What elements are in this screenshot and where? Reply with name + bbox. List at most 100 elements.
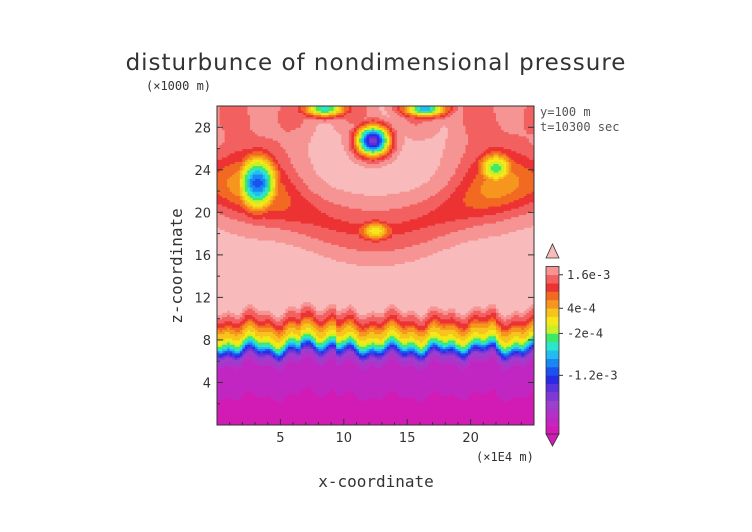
contour-cell bbox=[437, 305, 474, 309]
contour-cell bbox=[320, 350, 325, 354]
contour-cell bbox=[364, 140, 368, 143]
contour-cell bbox=[359, 367, 368, 371]
contour-cell bbox=[318, 352, 325, 356]
contour-cell bbox=[455, 186, 469, 190]
contour-cell bbox=[430, 352, 441, 356]
contour-cell bbox=[343, 112, 347, 116]
contour-cell bbox=[303, 333, 312, 337]
contour-cell bbox=[457, 331, 469, 335]
contour-cell bbox=[501, 359, 510, 362]
contour-cell bbox=[369, 229, 383, 233]
contour-cell bbox=[303, 180, 327, 184]
contour-cell bbox=[480, 184, 520, 188]
contour-cell bbox=[341, 329, 358, 333]
contour-cell bbox=[242, 191, 246, 194]
contour-cell bbox=[265, 178, 269, 182]
contour-cell bbox=[359, 123, 365, 126]
contour-cell bbox=[219, 169, 238, 173]
contour-cell bbox=[351, 131, 355, 135]
contour-cell bbox=[468, 322, 472, 326]
contour-cell bbox=[249, 186, 254, 190]
contour-cell bbox=[262, 180, 266, 184]
contour-cell bbox=[427, 325, 434, 328]
contour-cell bbox=[470, 165, 479, 169]
contour-cell bbox=[361, 327, 365, 330]
contour-cell bbox=[323, 337, 327, 341]
contour-cell bbox=[498, 339, 505, 343]
contour-cell bbox=[402, 144, 446, 148]
contour-cell bbox=[369, 365, 375, 369]
contour-cell bbox=[280, 354, 284, 358]
contour-cell bbox=[483, 154, 487, 158]
contour-cell bbox=[356, 346, 360, 350]
contour-cell bbox=[346, 335, 350, 339]
contour-cell bbox=[353, 146, 358, 150]
contour-cell bbox=[376, 152, 380, 156]
contour-cell bbox=[498, 333, 502, 337]
contour-cell bbox=[280, 356, 284, 360]
contour-cell bbox=[379, 337, 383, 341]
contour-cell bbox=[485, 339, 489, 343]
contour-cell bbox=[381, 233, 385, 237]
contour-cell bbox=[328, 308, 337, 311]
contour-cell bbox=[468, 359, 489, 362]
contour-cell bbox=[399, 325, 403, 328]
contour-cell bbox=[465, 203, 502, 207]
contour-cell bbox=[313, 203, 342, 207]
contour-cell bbox=[356, 312, 360, 316]
contour-cell bbox=[247, 329, 251, 333]
contour-cell bbox=[460, 344, 467, 347]
contour-cell bbox=[217, 278, 534, 281]
contour-cell bbox=[424, 316, 431, 320]
contour-cell bbox=[432, 318, 439, 322]
contour-cell bbox=[508, 171, 515, 175]
contour-cell bbox=[255, 350, 259, 354]
contour-cell bbox=[247, 195, 251, 199]
contour-cell bbox=[217, 178, 228, 182]
contour-cell bbox=[249, 116, 279, 120]
contour-cell bbox=[473, 331, 479, 335]
y-tick-label: 8 bbox=[203, 334, 211, 349]
contour-cell bbox=[219, 114, 251, 118]
contour-cell bbox=[242, 327, 246, 330]
contour-cell bbox=[442, 108, 446, 111]
contour-cell bbox=[397, 140, 406, 143]
contour-cell bbox=[270, 314, 276, 318]
contour-cell bbox=[242, 163, 246, 167]
contour-cell bbox=[313, 312, 317, 316]
contour-cell bbox=[262, 159, 269, 162]
contour-cell bbox=[247, 352, 251, 356]
contour-cell bbox=[369, 327, 375, 330]
contour-cell bbox=[270, 199, 274, 203]
contour-cell bbox=[445, 106, 451, 109]
contour-cell bbox=[290, 129, 317, 133]
y-tick-label: 4 bbox=[203, 376, 211, 391]
contour-cell bbox=[341, 142, 350, 145]
contour-cell bbox=[323, 339, 327, 343]
contour-cell bbox=[232, 337, 241, 341]
contour-cell bbox=[508, 352, 512, 356]
contour-cell bbox=[346, 325, 353, 328]
contour-cell bbox=[217, 422, 534, 425]
contour-cell bbox=[462, 110, 495, 113]
contour-cell bbox=[478, 350, 487, 354]
contour-cell bbox=[417, 344, 421, 347]
contour-cell bbox=[285, 129, 292, 133]
contour-cell bbox=[343, 146, 350, 150]
contour-cell bbox=[272, 184, 276, 188]
plot-area bbox=[217, 106, 534, 425]
contour-cell bbox=[310, 161, 355, 165]
contour-cell bbox=[288, 154, 309, 158]
contour-cell bbox=[300, 318, 304, 322]
contour-cell bbox=[275, 350, 281, 354]
contour-cell bbox=[364, 116, 368, 120]
contour-cell bbox=[217, 191, 233, 194]
contour-cell bbox=[280, 227, 330, 230]
contour-cell bbox=[217, 312, 223, 316]
contour-cell bbox=[303, 178, 325, 182]
contour-cell bbox=[353, 154, 360, 158]
contour-cell bbox=[465, 316, 472, 320]
contour-cell bbox=[427, 337, 431, 341]
contour-cell bbox=[440, 356, 449, 360]
contour-cell bbox=[217, 165, 226, 169]
